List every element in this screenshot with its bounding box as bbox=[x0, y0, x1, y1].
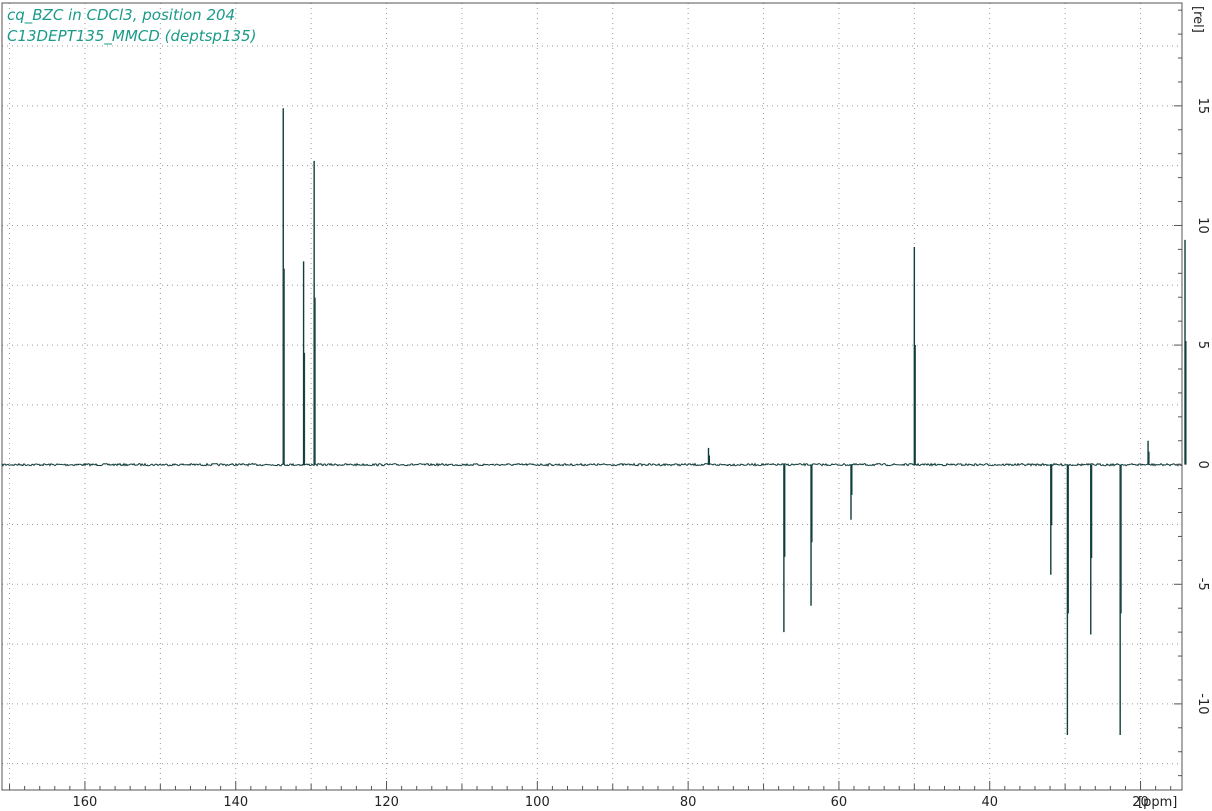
y-axis-label: [rel] bbox=[1190, 6, 1205, 33]
x-tick-label: 120 bbox=[374, 795, 399, 810]
experiment-subtitle: C13DEPT135_MMCD (deptsp135) bbox=[7, 27, 257, 45]
grid bbox=[2, 3, 1182, 790]
x-tick-label: 140 bbox=[223, 795, 248, 810]
plot-frame bbox=[1, 2, 1183, 791]
x-tick-label: 160 bbox=[73, 795, 98, 810]
y-tick-label: -5 bbox=[1195, 578, 1210, 591]
x-tick-label: 80 bbox=[680, 795, 697, 810]
y-tick-label: 15 bbox=[1195, 98, 1210, 115]
y-tick-label: 5 bbox=[1195, 341, 1210, 349]
x-axis-label: [ppm] bbox=[1138, 795, 1177, 810]
y-tick-label: 0 bbox=[1195, 461, 1210, 469]
y-tick-label: -10 bbox=[1195, 693, 1210, 714]
x-tick-label: 60 bbox=[831, 795, 848, 810]
spectrum-baseline bbox=[1, 462, 1183, 467]
x-tick-label: 20 bbox=[1132, 795, 1149, 810]
spectrum-title: cq_BZC in CDCl3, position 204 bbox=[7, 6, 236, 24]
x-tick-label: 40 bbox=[981, 795, 998, 810]
spectrum-trace bbox=[1, 108, 1187, 735]
y-tick-label: 10 bbox=[1195, 217, 1210, 234]
x-axis-ticks: 160 140 120 100 80 60 40 20 bbox=[9, 781, 1172, 810]
y-axis-ticks: 15 10 5 0 -5 -10 bbox=[1174, 9, 1210, 777]
x-tick-label: 100 bbox=[525, 795, 550, 810]
